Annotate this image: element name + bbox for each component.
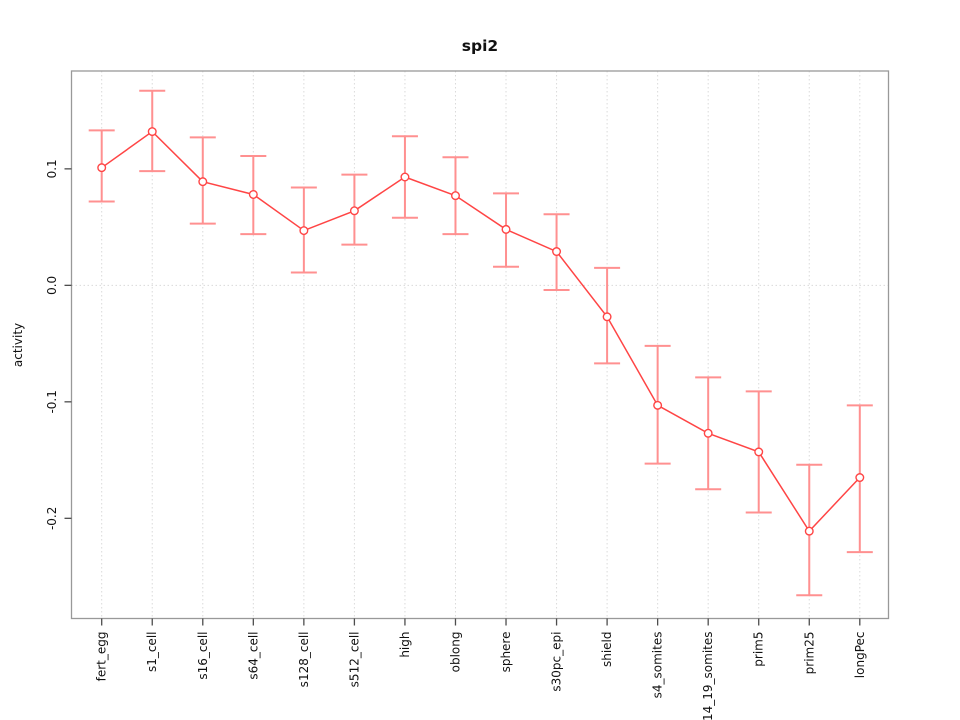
plot-area: 0.1 0.0 -0.1 -0.2 fert_egg s1_cell s16_cell s64… [45,70,890,720]
data-point [552,247,562,257]
x-tick-label: prim5 [752,632,766,667]
y-axis-label: activity [11,323,25,367]
data-point [501,224,511,234]
x-tick-label: sphere [499,632,513,673]
data-line [101,130,861,533]
y-tick-label: 0.1 [45,159,59,178]
x-tick-label: oblong [448,632,462,673]
x-tick-label: high [398,632,412,658]
data-point [299,226,309,236]
x-tick-label: prim25 [802,632,816,675]
data-point [703,428,713,438]
x-tick-label: s4_somites [651,632,665,699]
x-tick-label: s512_cell [347,632,361,688]
data-point [147,127,157,137]
x-tick-label: s16_cell [196,632,210,680]
y-tick-label: 0.0 [45,276,59,295]
x-tick-label: shield [600,632,614,668]
data-point [653,400,663,410]
x-tick-label: s1_cell [145,632,159,673]
plot-box [70,70,890,620]
x-tick-label: s14_19_somites [701,632,715,720]
y-tick-label: -0.2 [45,507,59,530]
x-tick-label: fert_egg [95,632,109,682]
data-point [198,177,208,187]
x-tick-label: longPec [853,632,867,679]
chart-title: spi2 [462,37,498,55]
data-point [855,473,865,483]
x-tick-label: s64_cell [246,632,260,680]
data-point [97,163,107,173]
data-point [248,189,258,199]
data-point [754,447,764,457]
data-point [400,172,410,182]
data-point [804,526,814,536]
x-tick-label: s128_cell [297,632,311,688]
x-tick-label: s30pc_epi [550,632,564,692]
data-point [349,206,359,216]
y-tick-label: -0.1 [45,390,59,413]
data-point [450,191,460,201]
data-point [602,312,612,322]
